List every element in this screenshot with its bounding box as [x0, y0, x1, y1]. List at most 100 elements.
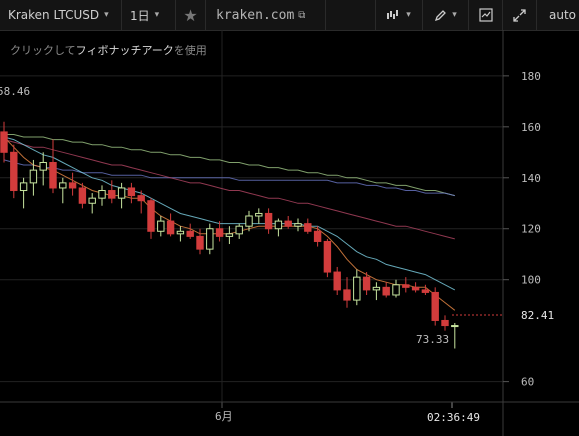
- candle-body: [206, 228, 214, 250]
- candle-body: [29, 169, 38, 184]
- ma-blue-line: [3, 159, 455, 197]
- favorite-button[interactable]: ★: [176, 0, 206, 30]
- candle-body: [19, 182, 28, 192]
- candle-body: [108, 190, 116, 199]
- pencil-icon: [435, 9, 447, 21]
- candle: [382, 282, 390, 298]
- candle: [421, 284, 430, 295]
- indicator-icon: [478, 8, 493, 22]
- candle-body: [127, 187, 136, 197]
- ma-long-line: [4, 134, 455, 197]
- hint-suffix: を使用: [173, 44, 207, 57]
- y-tick-label: 180: [521, 70, 541, 83]
- candle: [255, 208, 263, 224]
- candle: [39, 152, 47, 186]
- current-time-label: 02:36:49: [427, 411, 480, 424]
- candle-body: [353, 276, 361, 301]
- scale-mode-button[interactable]: auto: [537, 0, 579, 30]
- high-price-label: 58.46: [0, 85, 30, 98]
- low-price-label: 73.33: [416, 333, 449, 346]
- candle: [294, 218, 302, 232]
- candle: [392, 279, 400, 298]
- candle: [68, 172, 77, 196]
- candle-body: [284, 220, 292, 227]
- candle: [333, 266, 341, 295]
- candle: [10, 144, 18, 199]
- candle-body: [372, 286, 381, 291]
- candle: [431, 287, 439, 326]
- candle: [245, 210, 253, 232]
- interval-selector[interactable]: 1日 ▾: [122, 0, 176, 30]
- candle-body: [225, 233, 234, 237]
- candle-body: [147, 200, 155, 232]
- candle-body: [215, 228, 224, 237]
- candle-body: [235, 225, 243, 235]
- candle-body: [117, 187, 126, 199]
- site-link[interactable]: kraken.com ⧉: [206, 0, 326, 30]
- candle: [196, 228, 204, 255]
- candle-body: [68, 182, 77, 189]
- expand-icon: [513, 8, 526, 22]
- candle: [343, 277, 351, 308]
- y-tick-label: 140: [521, 172, 541, 185]
- chart-type-icon: [387, 10, 399, 19]
- candle: [206, 223, 214, 255]
- candle-body: [39, 161, 47, 171]
- candle: [372, 282, 381, 301]
- candle-body: [88, 197, 96, 204]
- candle-body: [59, 182, 67, 189]
- chevron-down-icon: ▾: [406, 10, 411, 20]
- candle-body: [343, 289, 351, 301]
- candle: [157, 216, 165, 237]
- candle: [235, 223, 243, 239]
- interval-label: 1日: [130, 8, 150, 23]
- candle: [313, 226, 322, 247]
- symbol-selector[interactable]: Kraken LTCUSD ▾: [0, 0, 122, 30]
- chart-type-button[interactable]: ▾: [375, 0, 423, 30]
- candle-body: [392, 284, 400, 296]
- candle-body: [245, 215, 253, 227]
- candle: [78, 182, 87, 209]
- candle: [59, 177, 67, 204]
- candle: [215, 221, 224, 242]
- candle-body: [382, 286, 390, 296]
- drawing-hint: クリックしてフィボナッチアークを使用: [10, 42, 207, 58]
- price-chart[interactable]: 180 160 140 120 100 60 82.41 58.46 73.33 6月 0…: [0, 30, 579, 436]
- fullscreen-button[interactable]: [503, 0, 537, 30]
- ma-mid-line: [3, 136, 456, 291]
- candle-body: [274, 220, 283, 230]
- candle: [441, 315, 449, 331]
- y-tick-label: 160: [521, 121, 541, 134]
- candle-body: [98, 190, 106, 199]
- candle: [402, 277, 410, 293]
- candle: [323, 238, 332, 278]
- candle-body: [333, 271, 341, 291]
- candle-body: [294, 223, 302, 227]
- candle-body: [255, 212, 263, 217]
- candle-body: [78, 187, 87, 204]
- indicators-button[interactable]: [469, 0, 503, 30]
- candle: [225, 226, 234, 245]
- candle: [88, 193, 96, 214]
- x-tick-label: 6月: [215, 410, 233, 423]
- candle: [98, 185, 106, 206]
- candle: [19, 177, 28, 209]
- site-link-label: kraken.com: [216, 7, 295, 23]
- last-price-label: 82.41: [521, 309, 554, 322]
- candle-body: [431, 291, 439, 321]
- candle: [274, 218, 283, 237]
- candle-body: [196, 235, 204, 250]
- drawing-tools-button[interactable]: ▾: [423, 0, 469, 30]
- candle-body: [323, 240, 332, 273]
- y-tick-label: 60: [521, 376, 534, 389]
- candle: [451, 323, 459, 349]
- chevron-down-icon: ▾: [104, 10, 109, 20]
- candle-body: [176, 230, 185, 235]
- ma-slow-line: [3, 139, 455, 240]
- chevron-down-icon: ▾: [154, 10, 160, 20]
- candle: [362, 272, 371, 295]
- candle-body: [186, 230, 194, 237]
- candle: [166, 213, 175, 237]
- candle-body: [157, 220, 165, 232]
- candle-body: [0, 131, 8, 153]
